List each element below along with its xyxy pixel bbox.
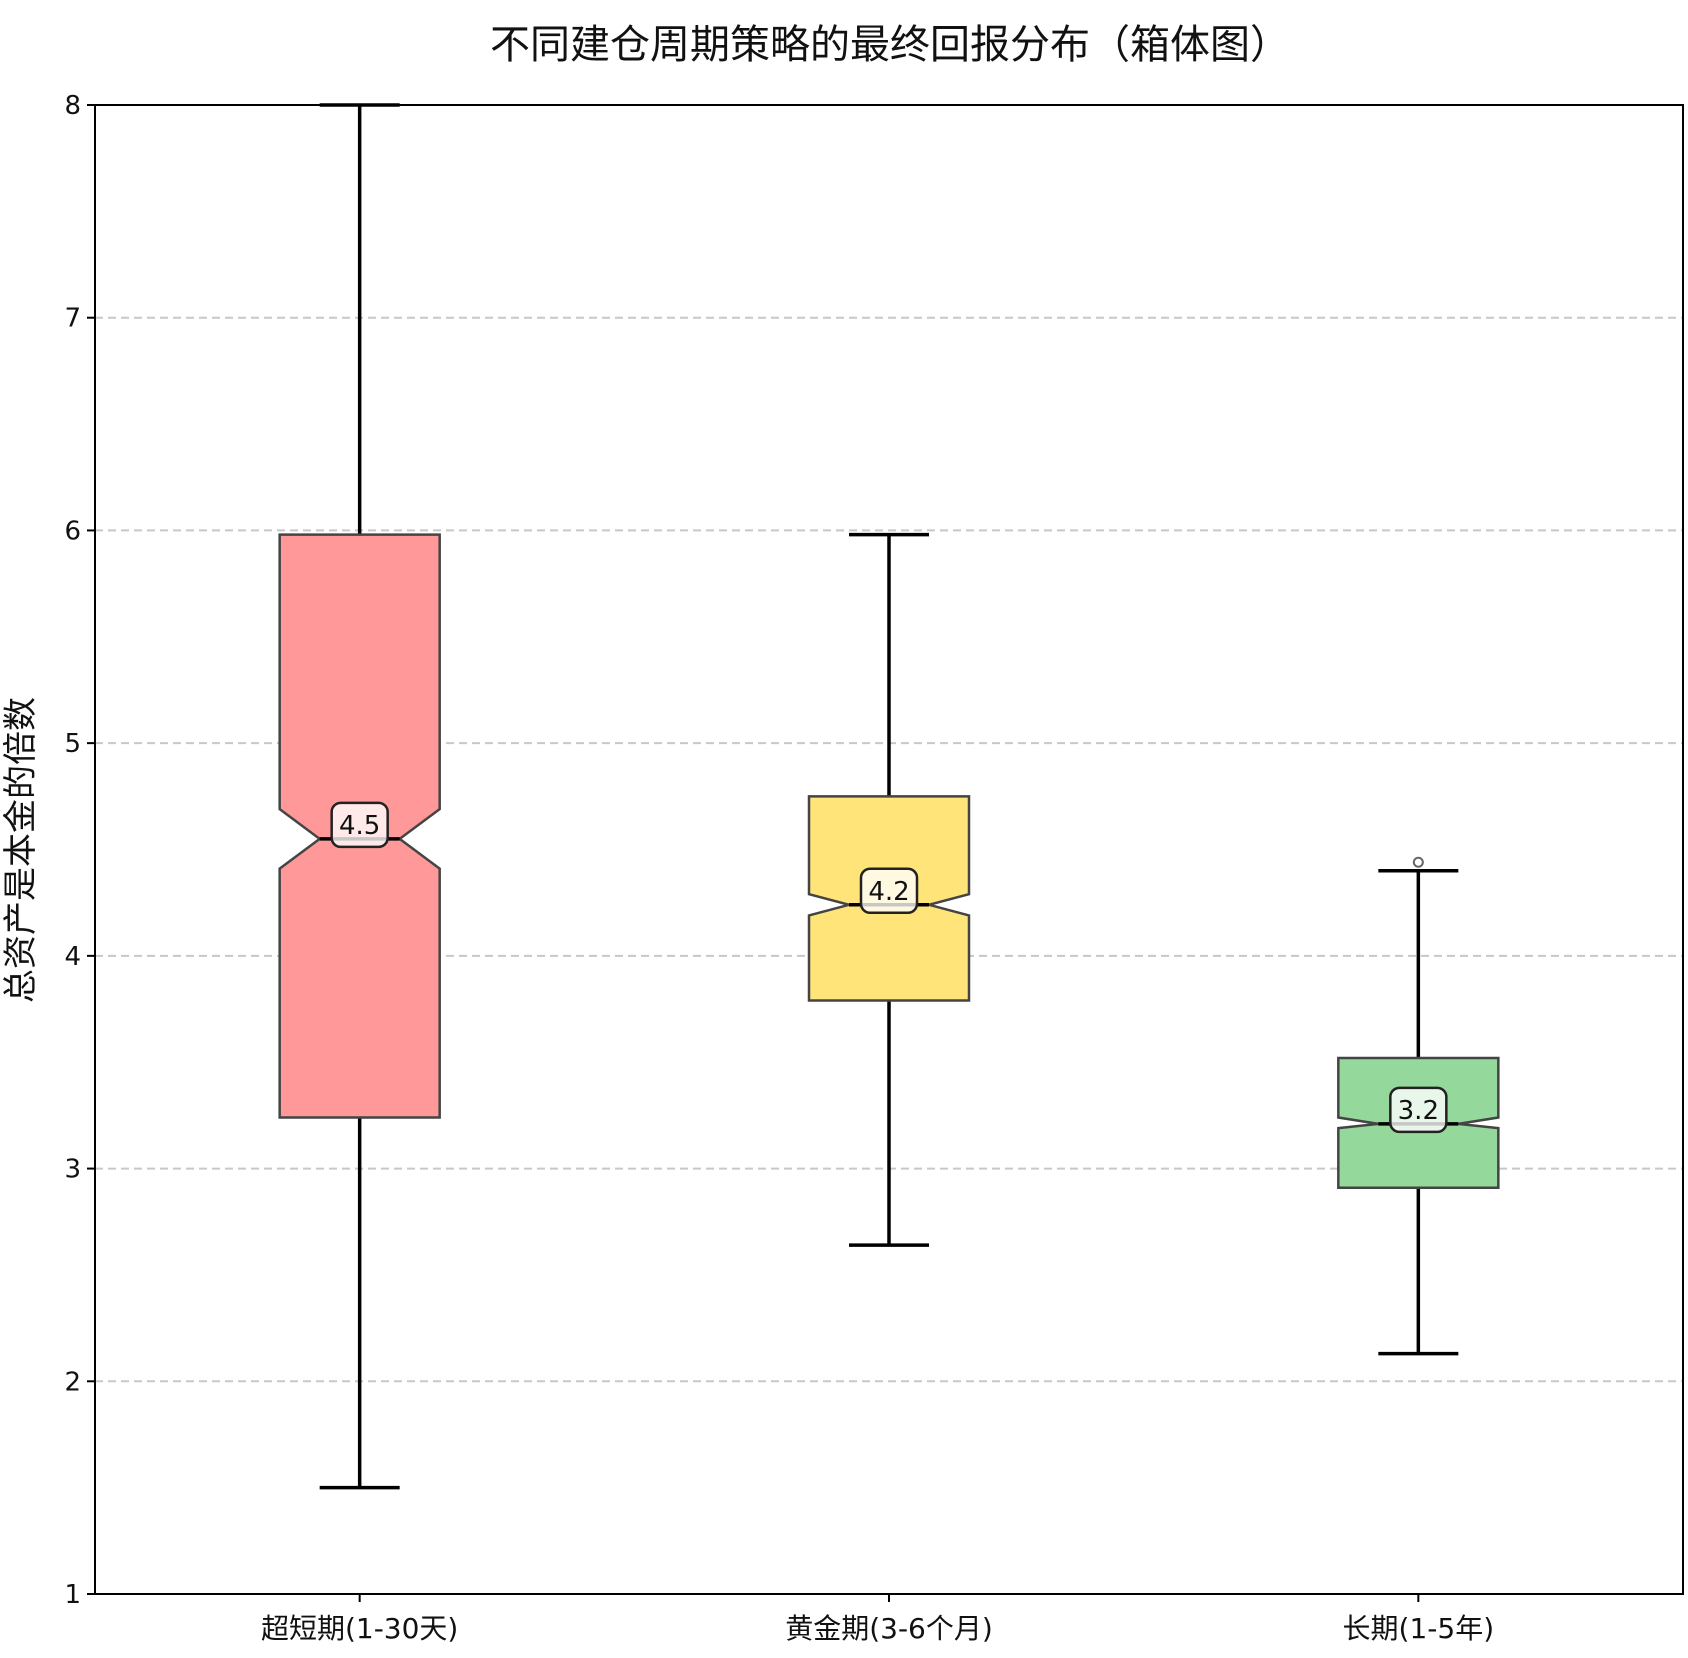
chart-title: 不同建仓周期策略的最终回报分布（箱体图） bbox=[490, 22, 1290, 68]
x-tick-label: 长期(1-5年) bbox=[1343, 1612, 1495, 1645]
y-tick-label: 7 bbox=[64, 304, 81, 334]
outlier-point bbox=[1412, 856, 1424, 868]
y-tick-label: 4 bbox=[64, 942, 81, 972]
boxes: 4.5 4.2 3.2 bbox=[278, 103, 1500, 1490]
axes: 1 2 3 4 5 6 7 8 超短期(1-30天) 黄金期(3-6个月) 长期(1-5年) bbox=[64, 91, 1684, 1645]
x-tick-label: 超短期(1-30天) bbox=[261, 1612, 458, 1645]
median-label: 3.2 bbox=[1398, 1096, 1439, 1126]
box-group: 3.2 bbox=[1337, 856, 1500, 1356]
box-group: 4.5 bbox=[278, 103, 441, 1490]
median-label: 4.2 bbox=[868, 877, 909, 907]
y-tick-label: 3 bbox=[64, 1155, 81, 1185]
x-tick-label: 黄金期(3-6个月) bbox=[785, 1612, 993, 1645]
y-tick-label: 1 bbox=[64, 1580, 81, 1610]
median-label-box bbox=[1389, 1086, 1448, 1134]
y-axis-label: 总资产是本金的倍数 bbox=[1, 697, 41, 1003]
y-tick-label: 2 bbox=[64, 1367, 81, 1397]
median-label: 4.5 bbox=[339, 811, 380, 841]
y-tick-label: 8 bbox=[64, 91, 81, 121]
y-tick-label: 5 bbox=[64, 729, 81, 759]
median-label-box bbox=[859, 867, 919, 915]
y-tick-label: 6 bbox=[64, 516, 81, 546]
box-group: 4.2 bbox=[807, 532, 971, 1247]
median-label-box bbox=[330, 801, 389, 849]
